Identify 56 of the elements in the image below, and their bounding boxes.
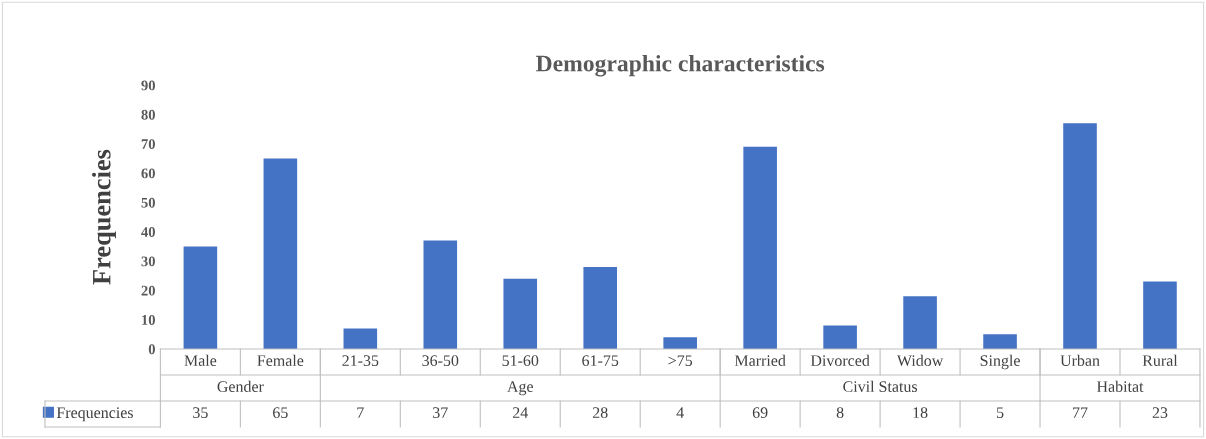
bar (583, 266, 618, 349)
y-tick-label: 60 (141, 168, 155, 179)
bar (983, 334, 1017, 349)
y-tick-label: 30 (141, 256, 155, 267)
bar (343, 328, 378, 349)
chart-title: Demographic characteristics (536, 54, 825, 77)
legend-label: Frequencies (56, 407, 133, 422)
y-tick-label: 40 (141, 227, 155, 237)
x-tick-label: Married (734, 354, 786, 366)
y-tick-label: 50 (141, 197, 155, 208)
y-tick-label: 90 (141, 80, 155, 91)
text: Habitat (1096, 380, 1144, 392)
text: Gender (217, 380, 264, 392)
bar (1063, 123, 1097, 349)
x-tick-label: 36-50 (422, 355, 459, 366)
x-tick-label: Male (184, 354, 217, 366)
x-tick-label: Female (257, 354, 304, 366)
data-label: 7 (357, 407, 364, 418)
x-tick-label: 61-75 (582, 355, 619, 366)
text: Civil Status (843, 380, 918, 392)
bar (903, 296, 937, 349)
data-label: 35 (193, 407, 208, 418)
data-label: 69 (752, 407, 768, 418)
y-tick-label: 80 (141, 109, 155, 120)
data-label: 77 (1073, 407, 1088, 418)
x-tick-label: Urban (1060, 354, 1100, 366)
bar (263, 158, 298, 349)
text: Age (507, 381, 533, 396)
data-label: 65 (273, 407, 288, 418)
x-tick-label: Divorced (810, 354, 870, 366)
bar (663, 337, 697, 349)
x-tick-label: Single (980, 354, 1020, 370)
bar (823, 325, 857, 349)
data-label: 37 (433, 407, 448, 418)
bar (743, 146, 777, 349)
y-tick-label: 10 (142, 315, 155, 325)
x-tick-label: 51-60 (502, 355, 539, 366)
x-tick-label: 21-35 (342, 355, 379, 366)
x-tick-label: Widow (896, 354, 944, 367)
data-label: 18 (913, 407, 928, 418)
bar (183, 246, 218, 349)
y-tick-label: 0 (148, 344, 155, 355)
data-label: 5 (996, 407, 1004, 418)
data-label: 24 (512, 407, 528, 418)
data-label: 8 (836, 407, 844, 418)
y-tick-label: 70 (141, 139, 155, 149)
y-tick-label: 20 (141, 285, 155, 296)
data-label: 4 (676, 407, 684, 418)
bar (503, 278, 538, 349)
y-axis-title: Frequencies (92, 149, 116, 285)
bar (1143, 281, 1177, 349)
x-tick-label: >75 (668, 355, 693, 366)
bar (423, 240, 458, 349)
data-label: 28 (592, 407, 608, 418)
x-tick-label: Rural (1142, 354, 1178, 366)
data-label: 23 (1152, 407, 1168, 418)
